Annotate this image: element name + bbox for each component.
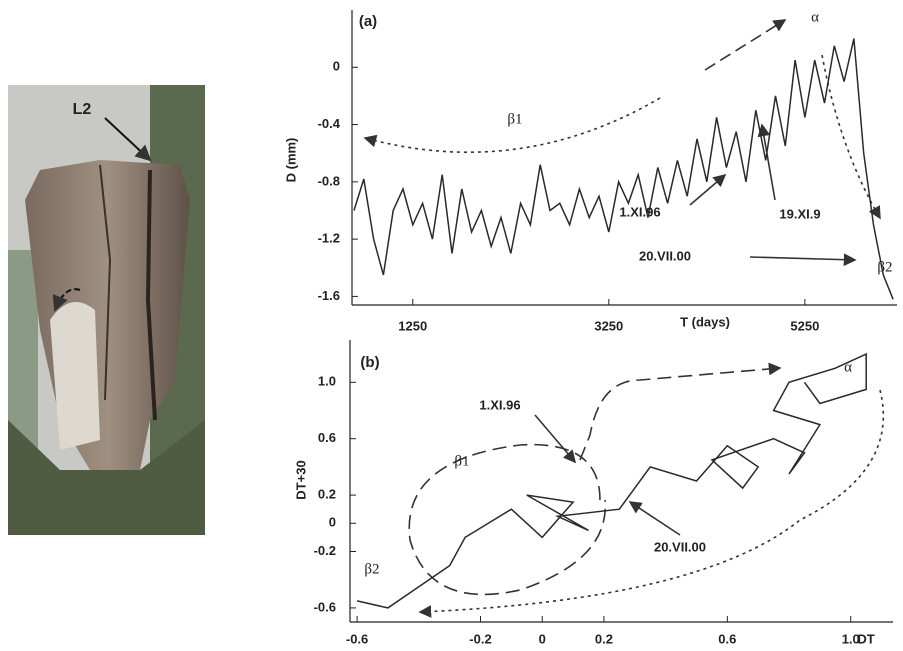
y-tick-label: -1.2 (318, 231, 340, 246)
x-tick-label: 3250 (594, 318, 623, 333)
annotation: β1 (507, 111, 522, 127)
x-tick-label: -0.6 (346, 631, 368, 646)
photo-label: L2 (73, 101, 92, 118)
x-tick-label: 0 (539, 631, 546, 646)
x-tick-label: 5250 (790, 318, 819, 333)
annotation: 20.VII.00 (639, 248, 691, 263)
panel-label: (b) (360, 354, 379, 371)
x-tick-label: 1.0 (842, 631, 860, 646)
y-tick-label: -0.8 (318, 173, 340, 188)
arrows (363, 19, 885, 618)
annotation: β2 (877, 259, 892, 275)
data-line (353, 38, 894, 300)
panel-label: (a) (359, 13, 377, 30)
annotation: 1.XI.96 (479, 397, 520, 412)
annotation: β2 (364, 561, 379, 577)
y-tick-label: -1.6 (318, 288, 340, 303)
x-tick-label: -0.2 (469, 631, 491, 646)
y-tick-label: -0.4 (318, 116, 341, 131)
photo: L2 (8, 85, 205, 535)
annotation: 20.VII.00 (654, 539, 706, 554)
y-axis-label: D (mm) (283, 138, 298, 183)
x-tick-label: 0.6 (718, 631, 736, 646)
y-tick-label: -0.2 (314, 543, 336, 558)
y-tick-label: 0 (329, 515, 336, 530)
annotation: β1 (454, 453, 469, 469)
y-tick-label: -0.6 (314, 599, 336, 614)
data-line (356, 352, 867, 609)
x-tick-label: 1250 (398, 318, 427, 333)
x-axis-label: DT (857, 631, 874, 646)
y-axis-label: DT+30 (293, 460, 308, 499)
annotation: α (811, 9, 819, 25)
annotation: 19.XI.9 (779, 206, 820, 221)
x-axis-label: T (days) (680, 314, 730, 329)
y-tick-label: 0 (333, 59, 340, 74)
y-tick-label: 0.2 (318, 487, 336, 502)
x-tick-label: 0.2 (595, 631, 613, 646)
y-tick-label: 0.6 (318, 430, 336, 445)
y-tick-label: 1.0 (318, 374, 336, 389)
annotation: 1.XI.96 (619, 204, 660, 219)
annotation: α (844, 359, 852, 375)
